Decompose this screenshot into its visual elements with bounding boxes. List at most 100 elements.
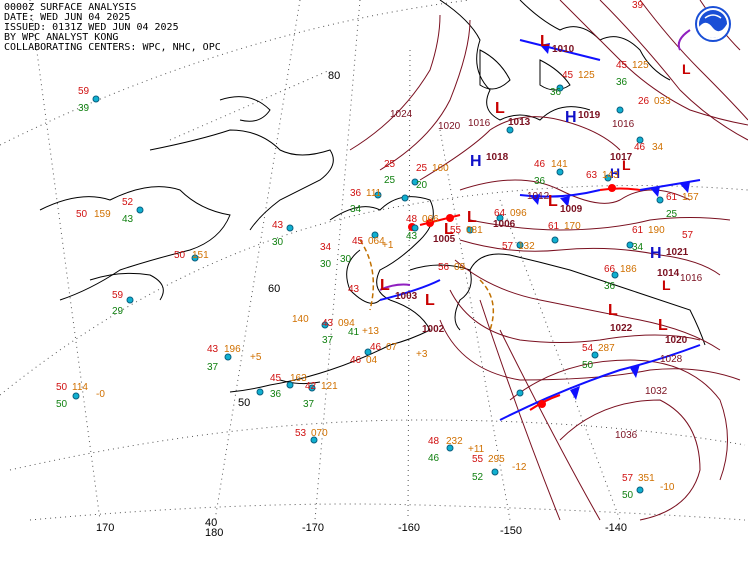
station-pressure: 096 [510,208,527,219]
station-temp: 48 [428,436,440,447]
station-pressure: 132 [518,241,535,252]
station-pressure: 157 [682,192,699,203]
graticule [0,0,748,521]
isobars [349,0,748,521]
low-center: L [380,277,390,294]
station-temp: 25 [416,163,428,174]
low-pressure-centers: L 1010 L 1013 L 1017 L 1009 L 1005 L 100… [380,33,703,346]
station-dewpoint: 52 [472,472,484,483]
tendency: +5 [250,352,262,363]
station-pressure: 070 [311,428,328,439]
station-pressure: 09 [454,262,466,273]
high-pressure-centers: H 1019 H 1018 H 1021 H [470,109,689,262]
station-pressure: 04 [366,355,378,366]
station-pressure: 125 [632,60,649,71]
low-center: L [548,193,558,210]
station-pressure: 094 [338,318,355,329]
station-dewpoint: 34 [350,204,362,215]
station-temp: 43 [348,284,360,295]
lon-label-minus140: -140 [605,522,627,534]
station-temp: 66 [604,264,616,275]
station-pressure: 163 [290,373,307,384]
pressure-tendencies: +13 +5 -0 +11 -12 -10 +1 +3 [96,240,675,493]
station-temp: 45 [352,236,364,247]
station-pressure: 159 [94,209,111,220]
station-dewpoint: 37 [322,335,334,346]
station-markers [72,84,664,494]
header-analyst-line: BY WPC ANALYST KONG [4,32,119,43]
station-pressure: 081 [466,225,483,236]
low-center: L [425,292,435,309]
station-dewpoint: 30 [320,259,332,270]
noaa-logo [695,6,731,42]
tendency: +1 [382,240,394,251]
isobar-label: 1036 [615,430,638,441]
station-dewpoint: 37 [207,362,219,373]
low-center: L [608,302,618,319]
low-center: L [467,209,477,226]
map-header: 0000Z SURFACE ANALYSIS DATE: WED JUN 04 2… [4,3,221,53]
station-temp: 57 [622,473,634,484]
high-center: H [470,153,482,170]
station-dewpoint: 50 [622,490,634,501]
station-pressure: 170 [564,221,581,232]
station-pressure: 033 [654,96,671,107]
station-pressure: 125 [578,70,595,81]
station-dewpoint: 36 [604,281,616,292]
station-temp: 39 [632,0,644,11]
low-pressure-value: 1009 [560,204,583,215]
low-center: L [622,157,631,173]
station-temp: 46 [534,159,546,170]
lon-label-170: 170 [96,522,114,534]
station-dewpoint: 20 [416,180,428,191]
warm-front [419,187,641,411]
station-dewpoint: 36 [550,87,562,98]
lat-label-50: 50 [238,397,250,409]
low-center: L [662,277,671,293]
station-temp: 55 [472,454,484,465]
low-center: L [495,100,505,117]
station-temp: 46 [370,342,382,353]
header-centers-line: COLLABORATING CENTERS: WPC, NHC, OPC [4,42,221,53]
tendency: +13 [362,326,379,337]
station-pressure: 196 [224,344,241,355]
station-pressure: 07 [386,342,398,353]
station-temp: 140 [292,314,309,325]
low-pressure-value: 1010 [552,44,575,55]
station-temp: 53 [295,428,307,439]
station-plots: 59 39 52 43 50 159 50 151 59 29 43 30 36… [56,0,699,501]
low-pressure-value: 1006 [493,219,516,230]
station-temp: 36 [350,188,362,199]
station-pressure: 111 [366,188,382,199]
station-temp: 61 [666,192,678,203]
station-temp: 54 [582,343,594,354]
station-dewpoint: 43 [122,214,134,225]
low-center: L [540,33,550,50]
isobar-label: 1024 [390,109,413,120]
station-temp: 46 [350,355,362,366]
station-temp: 25 [384,159,396,170]
station-temp: 50 [174,250,186,261]
station-temp: 56 [438,262,450,273]
station-dewpoint: 30 [340,254,352,265]
station-dewpoint: 34 [632,242,644,253]
station-dewpoint: 50 [56,399,68,410]
high-pressure-value: 1018 [486,152,509,163]
lon-label-180: 180 [205,527,223,539]
station-dewpoint: 30 [272,237,284,248]
station-pressure: 143 [602,170,619,181]
station-temp: 57 [502,241,514,252]
station-dewpoint: 50 [582,360,594,371]
station-temp: 50 [56,382,68,393]
station-temp: 57 [682,230,694,241]
lat-label-80: 80 [328,70,340,82]
station-temp: 59 [112,290,124,301]
station-temp: 43 [272,220,284,231]
station-dewpoint: 36 [534,176,546,187]
station-pressure: 141 [551,159,568,170]
isobar-label: 1012 [527,191,550,202]
high-pressure-value: 1021 [666,247,689,258]
low-pressure-value: 1014 [657,268,680,279]
tendency: +3 [416,349,428,360]
station-temp: 43 [207,344,219,355]
